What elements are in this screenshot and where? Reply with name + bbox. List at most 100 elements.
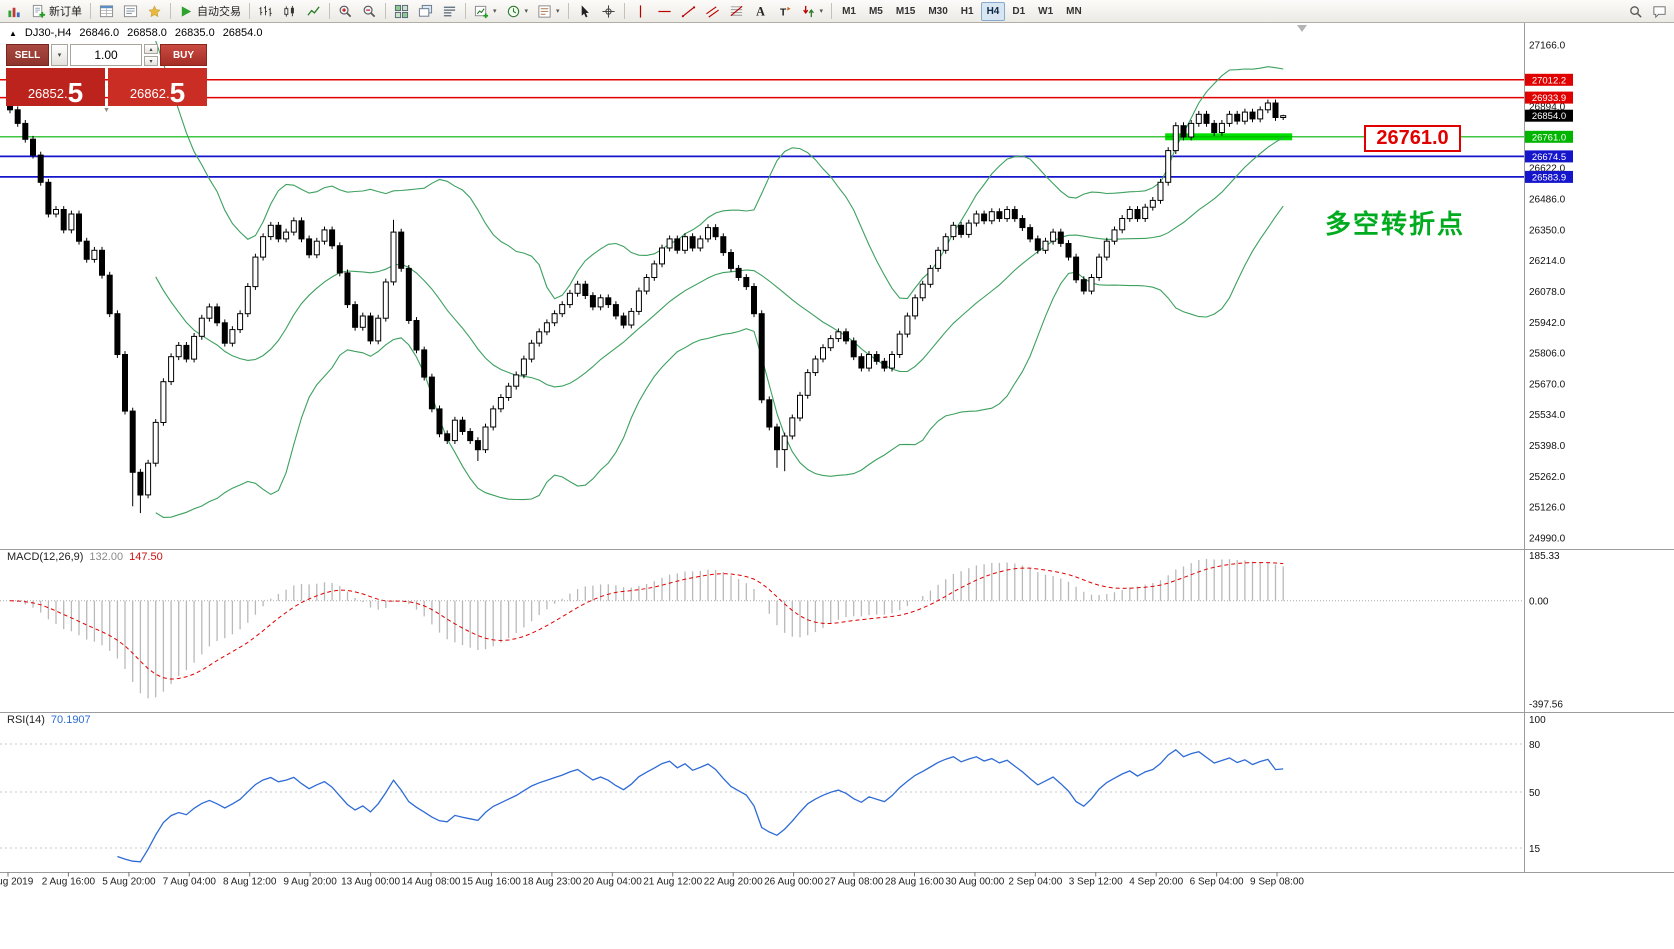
sell-button[interactable]: SELL: [6, 44, 49, 66]
timeframe-m15[interactable]: M15: [895, 5, 916, 17]
svg-text:20 Aug 04:00: 20 Aug 04:00: [583, 877, 642, 888]
toolbar-separator: [385, 3, 386, 19]
horizontal-line-button[interactable]: [653, 2, 676, 21]
navigator-button[interactable]: [143, 2, 166, 21]
sell-price-box[interactable]: 26852. 5: [6, 68, 105, 106]
toolbar-separator: [567, 3, 569, 19]
arrows-button[interactable]: ▾: [797, 2, 828, 21]
rsi-value: 70.1907: [50, 714, 91, 726]
fibonacci-button[interactable]: [725, 2, 748, 21]
time-scale[interactable]: 1 Aug 2019 2 Aug 16:00 5 Aug 20:00 7 Aug 04…: [0, 872, 1304, 888]
svg-text:25398.0: 25398.0: [1529, 441, 1566, 452]
volume-input[interactable]: [70, 44, 142, 66]
volume-increase-button[interactable]: ▴: [144, 44, 158, 54]
toolbar-separator: [465, 3, 466, 19]
cursor-icon: [581, 4, 589, 17]
svg-text:25670.0: 25670.0: [1529, 379, 1566, 390]
svg-text:26933.9: 26933.9: [1532, 93, 1566, 104]
zoom-out-button[interactable]: [358, 2, 381, 21]
timeframe-h4[interactable]: H4: [980, 1, 1006, 21]
trendline-button[interactable]: [677, 2, 700, 21]
svg-text:26350.0: 26350.0: [1529, 225, 1566, 236]
auto-arrange-button[interactable]: [438, 2, 461, 21]
new-chart-button[interactable]: ▾: [470, 2, 501, 21]
crosshair-button[interactable]: [597, 2, 620, 21]
timeframe-mn[interactable]: MN: [1066, 5, 1082, 17]
svg-text:25534.0: 25534.0: [1529, 410, 1566, 421]
clock-icon: [507, 5, 519, 17]
hline-icon: [657, 10, 671, 12]
svg-text:0.00: 0.00: [1529, 597, 1549, 608]
price-scale[interactable]: 27166.0 26894.0 26622.0 26486.0 26350.0 26214…: [1529, 41, 1566, 545]
equidistant-channel-button[interactable]: [701, 2, 724, 21]
tile-windows-button[interactable]: [390, 2, 413, 21]
ohlc-high: 26858.0: [127, 27, 167, 39]
svg-text:25806.0: 25806.0: [1529, 349, 1566, 360]
svg-text:-397.56: -397.56: [1529, 700, 1563, 711]
volume-decrease-button[interactable]: ▾: [144, 56, 158, 66]
svg-text:7 Aug 04:00: 7 Aug 04:00: [163, 877, 217, 888]
zoomin-icon: [339, 5, 352, 17]
community-chat-button[interactable]: [1648, 2, 1671, 21]
autotrade-icon: [181, 5, 192, 17]
order-type-dropdown[interactable]: ▾: [51, 44, 68, 66]
svg-text:26 Aug 00:00: 26 Aug 00:00: [764, 877, 823, 888]
svg-text:8 Aug 12:00: 8 Aug 12:00: [223, 877, 277, 888]
price-callout[interactable]: 26761.0: [1364, 125, 1461, 152]
macd-scale: 185.33 0.00 -397.56: [1529, 551, 1563, 711]
timeframe-m30[interactable]: M30: [928, 5, 948, 17]
timeframe-h1[interactable]: H1: [960, 5, 974, 17]
candlestick-chart-button[interactable]: [278, 2, 301, 21]
dw-icon: [123, 4, 138, 17]
macd-main-value: 132.00: [89, 551, 124, 563]
svg-text:9 Aug 20:00: 9 Aug 20:00: [283, 877, 337, 888]
cascade-icon: [418, 4, 433, 17]
templates-button[interactable]: ▾: [533, 2, 564, 21]
search-icon: [1630, 5, 1642, 18]
search-button[interactable]: [1624, 2, 1647, 21]
vertical-line-button[interactable]: [629, 2, 652, 21]
zoom-in-button[interactable]: [334, 2, 357, 21]
buy-price-box[interactable]: 26862. 5: [108, 68, 207, 106]
app-logo-icon[interactable]: [3, 2, 26, 21]
cascade-windows-button[interactable]: [414, 2, 437, 21]
periods-button[interactable]: ▾: [502, 2, 533, 21]
toolbar-separator: [329, 3, 330, 19]
chart-shift-marker[interactable]: [1297, 25, 1307, 32]
template-icon: [538, 4, 551, 18]
channel-icon: [705, 5, 719, 18]
timeframe-m5[interactable]: M5: [868, 5, 883, 17]
ohlc-close: 26854.0: [222, 27, 263, 39]
new-order-button[interactable]: 新订单: [27, 2, 86, 21]
buy-price-pips: 5: [169, 76, 186, 108]
svg-text:26854.0: 26854.0: [1532, 111, 1566, 122]
bar-chart-button[interactable]: [254, 2, 277, 21]
svg-text:27 Aug 08:00: 27 Aug 08:00: [825, 877, 884, 888]
market-watch-button[interactable]: [95, 2, 118, 21]
horizontal-level-lines[interactable]: [0, 79, 1524, 178]
chart-annotation: 多空转折点: [1325, 209, 1466, 239]
data-window-button[interactable]: [119, 2, 142, 21]
sell-price-pips: 5: [67, 76, 84, 108]
rsi-scale: 100 80 50 15: [1529, 715, 1546, 855]
autotrade-button[interactable]: 自动交易: [175, 2, 245, 21]
cursor-button[interactable]: [573, 2, 596, 21]
svg-text:A: A: [756, 4, 765, 18]
buy-button[interactable]: BUY: [160, 44, 207, 66]
line-chart-button[interactable]: [302, 2, 325, 21]
svg-text:22 Aug 20:00: 22 Aug 20:00: [704, 877, 763, 888]
svg-text:26214.0: 26214.0: [1529, 256, 1566, 267]
svg-text:26894.0: 26894.0: [1529, 102, 1566, 113]
toolbar-separator: [831, 3, 833, 19]
neworder-icon: [32, 4, 46, 18]
text-label-button[interactable]: T: [773, 2, 796, 21]
timeframe-m1[interactable]: M1: [842, 5, 856, 17]
timeframe-w1[interactable]: W1: [1038, 5, 1054, 17]
timeframe-d1[interactable]: D1: [1012, 5, 1026, 17]
text-button[interactable]: A: [749, 2, 772, 21]
svg-text:30 Aug 00:00: 30 Aug 00:00: [945, 877, 1004, 888]
symbol-collapse-icon[interactable]: ▲: [9, 28, 17, 38]
panel-collapse-icon[interactable]: ▼: [103, 107, 110, 114]
svg-text:4 Sep 20:00: 4 Sep 20:00: [1129, 877, 1183, 888]
